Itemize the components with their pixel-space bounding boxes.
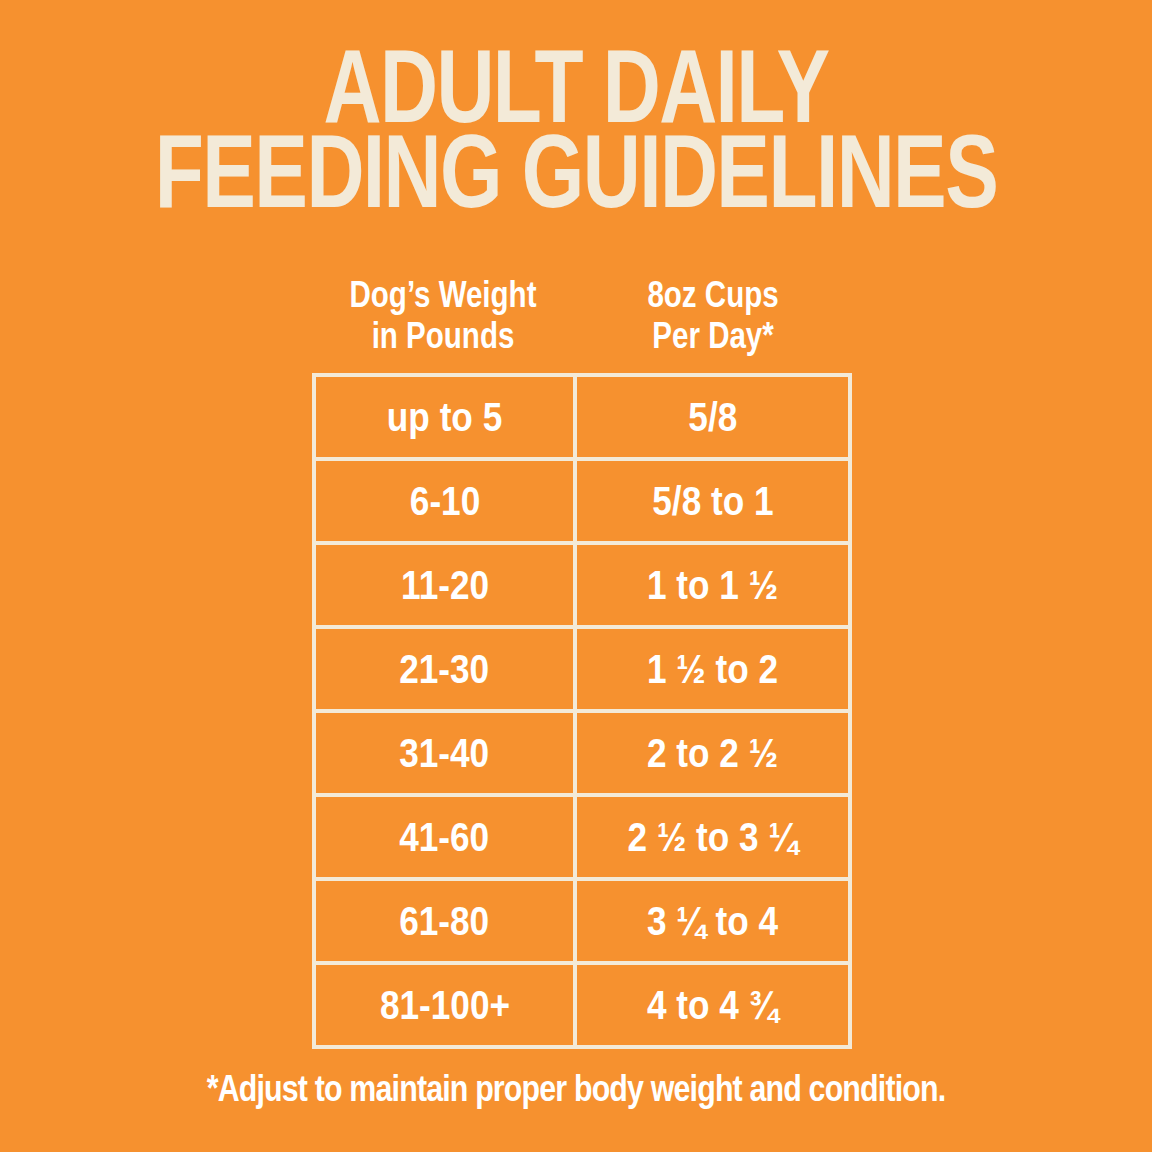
cups-cell: 1 ½ to 2 [575, 627, 850, 711]
feeding-guidelines-table: up to 5 5/8 6-10 5/8 to 1 11-20 1 to 1 ½… [312, 373, 852, 1049]
table-row: 31-40 2 to 2 ½ [314, 711, 850, 795]
page-title-line2: FEEDING GUIDELINES [127, 129, 1026, 214]
cups-value: 1 ½ to 2 [647, 647, 778, 692]
cups-value: 1 to 1 ½ [647, 563, 778, 608]
table-row: 6-10 5/8 to 1 [314, 459, 850, 543]
weight-value: 31-40 [400, 731, 490, 776]
cups-cell: 2 ½ to 3 ¼ [575, 795, 850, 879]
weight-value: up to 5 [387, 395, 502, 440]
table-row: 21-30 1 ½ to 2 [314, 627, 850, 711]
cups-cell: 2 to 2 ½ [575, 711, 850, 795]
cups-value: 5/8 [688, 395, 737, 440]
cups-value: 5/8 to 1 [652, 479, 773, 524]
weight-value: 81-100+ [379, 983, 509, 1028]
weight-value: 61-80 [400, 899, 490, 944]
table-column-headers: Dog’s Weight in Pounds 8oz Cups Per Day* [312, 274, 852, 357]
weight-value: 41-60 [400, 815, 490, 860]
table-row: 41-60 2 ½ to 3 ¼ [314, 795, 850, 879]
column-header-cups: 8oz Cups Per Day* [575, 274, 852, 357]
cups-cell: 5/8 to 1 [575, 459, 850, 543]
cups-value: 4 to 4 ¾ [647, 983, 778, 1028]
cups-cell: 5/8 [575, 375, 850, 459]
column-header-cups-line2: Per Day* [653, 315, 774, 356]
cups-cell: 4 to 4 ¾ [575, 963, 850, 1047]
cups-cell: 3 ¼ to 4 [575, 879, 850, 963]
column-header-weight: Dog’s Weight in Pounds [312, 274, 575, 357]
cups-value: 2 to 2 ½ [647, 731, 778, 776]
weight-cell: 11-20 [314, 543, 575, 627]
footnote: *Adjust to maintain proper body weight a… [104, 1068, 1049, 1110]
table-row: 11-20 1 to 1 ½ [314, 543, 850, 627]
weight-cell: 31-40 [314, 711, 575, 795]
table-row: 81-100+ 4 to 4 ¾ [314, 963, 850, 1047]
column-header-cups-line1: 8oz Cups [648, 274, 779, 315]
column-header-weight-line1: Dog’s Weight [350, 274, 537, 315]
weight-cell: 61-80 [314, 879, 575, 963]
cups-cell: 1 to 1 ½ [575, 543, 850, 627]
weight-cell: up to 5 [314, 375, 575, 459]
weight-value: 11-20 [401, 563, 489, 608]
weight-cell: 41-60 [314, 795, 575, 879]
weight-cell: 6-10 [314, 459, 575, 543]
column-header-weight-line2: in Pounds [372, 315, 515, 356]
weight-value: 21-30 [400, 647, 490, 692]
table-row: 61-80 3 ¼ to 4 [314, 879, 850, 963]
weight-value: 6-10 [409, 479, 479, 524]
weight-cell: 21-30 [314, 627, 575, 711]
cups-value: 2 ½ to 3 ¼ [627, 815, 797, 860]
page-title: ADULT DAILY FEEDING GUIDELINES [127, 44, 1026, 215]
cups-value: 3 ¼ to 4 [647, 899, 778, 944]
table-row: up to 5 5/8 [314, 375, 850, 459]
weight-cell: 81-100+ [314, 963, 575, 1047]
